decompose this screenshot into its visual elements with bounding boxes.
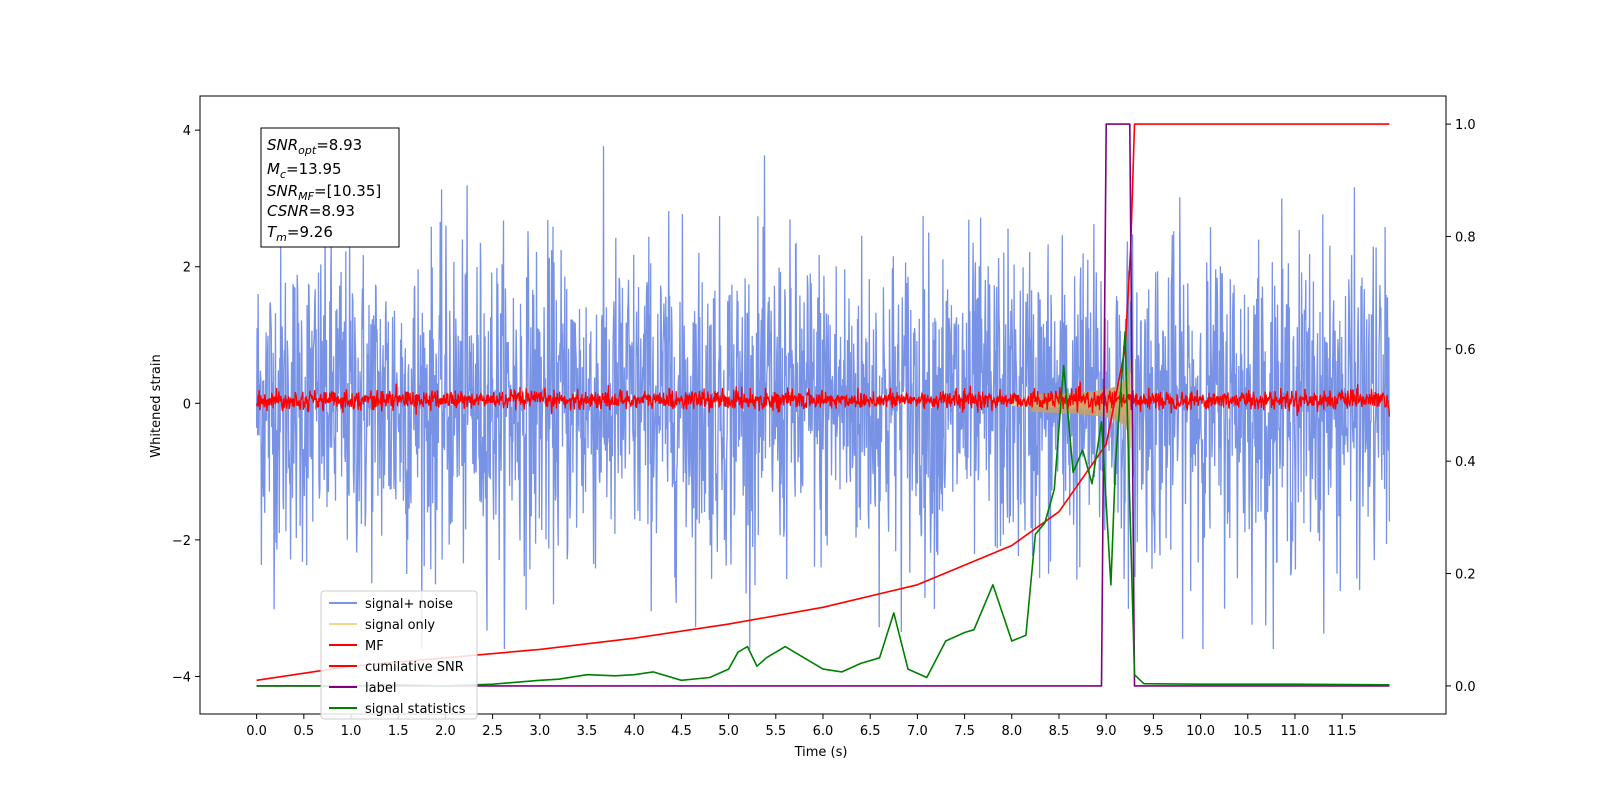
legend-label-signal-only: signal only: [365, 618, 435, 633]
x-tick-label: 10.0: [1186, 724, 1215, 739]
x-tick-label: 7.0: [907, 724, 928, 739]
legend-frame: [320, 590, 478, 720]
y-right-tick-label: 0.4: [1455, 455, 1476, 470]
info-box: SNRopt=8.93 Mc=13.95 SNRMF=[10.35] CSNR=…: [260, 127, 400, 248]
y-left-tick-label: 2: [183, 261, 191, 276]
y-right-tick-label: 1.0: [1455, 118, 1476, 133]
x-tick-label: 2.5: [482, 724, 503, 739]
x-tick-label: 10.5: [1233, 724, 1262, 739]
x-tick-label: 2.0: [435, 724, 456, 739]
y-right-tick-label: 0.8: [1455, 230, 1476, 245]
x-tick-label: 3.5: [577, 724, 598, 739]
x-tick-label: 8.5: [1049, 724, 1070, 739]
y-left-axis-ticks: 4 2 0 −2 −4: [172, 124, 200, 685]
x-tick-label: 9.0: [1096, 724, 1117, 739]
legend-label-label: label: [365, 681, 396, 696]
legend-label-signal-statistics: signal statistics: [365, 702, 466, 717]
x-tick-label: 4.0: [624, 724, 645, 739]
x-axis-ticks: 0.0 0.5 1.0 1.5 2.0 2.5 3.0 3.5 4.0 4.5 5.0 5.5 6.0 6…: [246, 714, 1357, 739]
legend-label-cumulative-snr: cumilative SNR: [365, 660, 464, 675]
info-mc: Mc=13.95: [267, 160, 342, 181]
x-tick-label: 0.5: [293, 724, 314, 739]
info-csnr: CSNR=8.93: [267, 202, 355, 220]
signal-noise-line: [255, 146, 1391, 650]
x-tick-label: 4.5: [671, 724, 692, 739]
x-tick-label: 9.5: [1143, 724, 1164, 739]
legend-label-signal-noise: signal+ noise: [365, 597, 453, 612]
y-right-tick-label: 0.0: [1455, 680, 1476, 695]
x-axis-label: Time (s): [794, 745, 848, 760]
x-tick-label: 1.0: [341, 724, 362, 739]
x-tick-label: 8.0: [1001, 724, 1022, 739]
signal-only-envelope: [1030, 358, 1131, 448]
signal-statistics-line: [256, 331, 1390, 687]
x-tick-label: 5.0: [718, 724, 739, 739]
y-right-tick-label: 0.6: [1455, 343, 1476, 358]
x-tick-label: 6.0: [813, 724, 834, 739]
y-right-tick-label: 0.2: [1455, 568, 1476, 583]
x-tick-label: 3.0: [529, 724, 550, 739]
y-right-axis-ticks: 1.0 0.8 0.6 0.4 0.2 0.0: [1446, 118, 1476, 695]
y-left-tick-label: 4: [183, 124, 191, 139]
x-tick-label: 1.5: [388, 724, 409, 739]
info-snr-mf: SNRMF=[10.35]: [267, 182, 381, 203]
legend: signal+ noise signal only MF cumilative …: [320, 590, 478, 720]
y-axis-label: Whitened strain: [149, 354, 164, 457]
signal-noise-series: [255, 146, 1391, 650]
x-tick-label: 11.5: [1328, 724, 1357, 739]
x-tick-label: 6.5: [860, 724, 881, 739]
y-left-tick-label: 0: [183, 397, 191, 412]
info-tm: Tm=9.26: [267, 223, 333, 244]
label-line: [256, 123, 1390, 687]
x-tick-label: 5.5: [765, 724, 786, 739]
y-left-tick-label: −2: [172, 534, 191, 549]
mf-series: [255, 381, 1391, 417]
info-snr-opt: SNRopt=8.93: [267, 136, 362, 157]
x-tick-label: 0.0: [246, 724, 267, 739]
legend-label-mf: MF: [365, 639, 384, 654]
y-left-tick-label: −4: [172, 670, 191, 685]
x-tick-label: 11.0: [1280, 724, 1309, 739]
mf-line: [255, 381, 1391, 417]
info-box-frame: [260, 127, 400, 248]
x-tick-label: 7.5: [954, 724, 975, 739]
